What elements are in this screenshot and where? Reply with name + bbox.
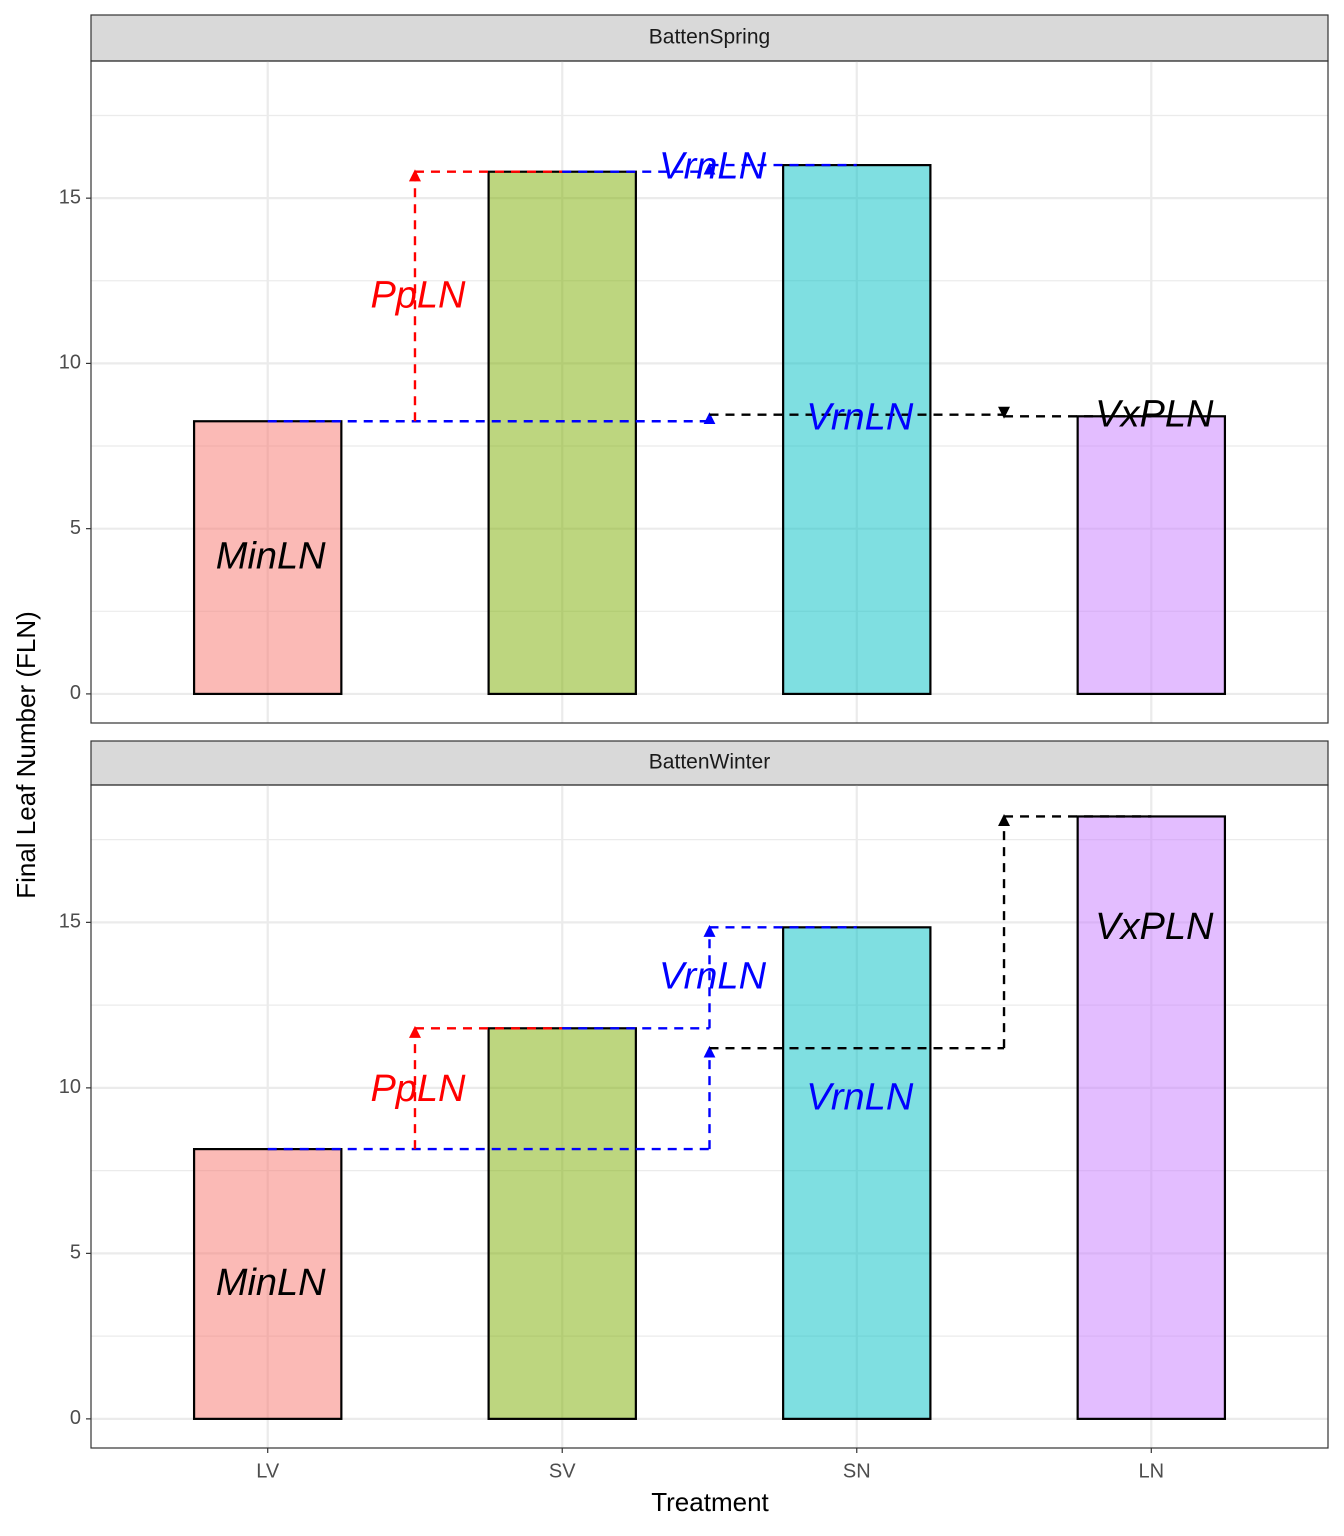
y-tick-label: 15 xyxy=(59,186,81,208)
bar xyxy=(1076,815,1227,1420)
y-tick-label: 5 xyxy=(70,1242,81,1264)
strip-background xyxy=(90,740,1329,786)
x-tick-label: LN xyxy=(1138,1460,1164,1482)
bar xyxy=(782,164,932,696)
annotation: MinLN xyxy=(216,535,326,577)
y-tick-label: 10 xyxy=(59,352,81,374)
strip-label: BattenWinter xyxy=(649,751,770,774)
annotation: VrnLN xyxy=(806,1076,914,1118)
annotation: VxPLN xyxy=(1095,393,1214,435)
x-axis-title: Treatment xyxy=(651,1487,769,1517)
bar xyxy=(782,926,932,1420)
annotation: VrnLN xyxy=(806,397,914,439)
y-tick-label: 5 xyxy=(70,517,81,539)
strip-background xyxy=(90,14,1329,62)
y-tick-label: 0 xyxy=(70,682,81,704)
annotation: PpLN xyxy=(370,274,466,316)
annotation: VrnLN xyxy=(659,145,767,187)
annotation: PpLN xyxy=(370,1068,466,1110)
y-tick-label: 10 xyxy=(59,1076,81,1098)
x-tick-label: LV xyxy=(256,1460,280,1482)
x-tick-label: SN xyxy=(843,1460,871,1482)
bar xyxy=(487,1027,637,1420)
strip-label: BattenSpring xyxy=(649,26,770,49)
bar xyxy=(192,420,343,696)
panel-border xyxy=(90,784,1329,1449)
bar xyxy=(1076,415,1227,696)
y-axis-title: Final Leaf Number (FLN) xyxy=(11,611,41,899)
y-tick-label: 0 xyxy=(70,1407,81,1429)
annotation: VxPLN xyxy=(1095,906,1214,948)
annotation: MinLN xyxy=(216,1262,326,1304)
x-tick-label: SV xyxy=(549,1460,576,1482)
panel-border xyxy=(90,60,1329,724)
annotation: VrnLN xyxy=(659,956,767,998)
bar xyxy=(487,170,637,696)
y-tick-label: 15 xyxy=(59,911,81,933)
